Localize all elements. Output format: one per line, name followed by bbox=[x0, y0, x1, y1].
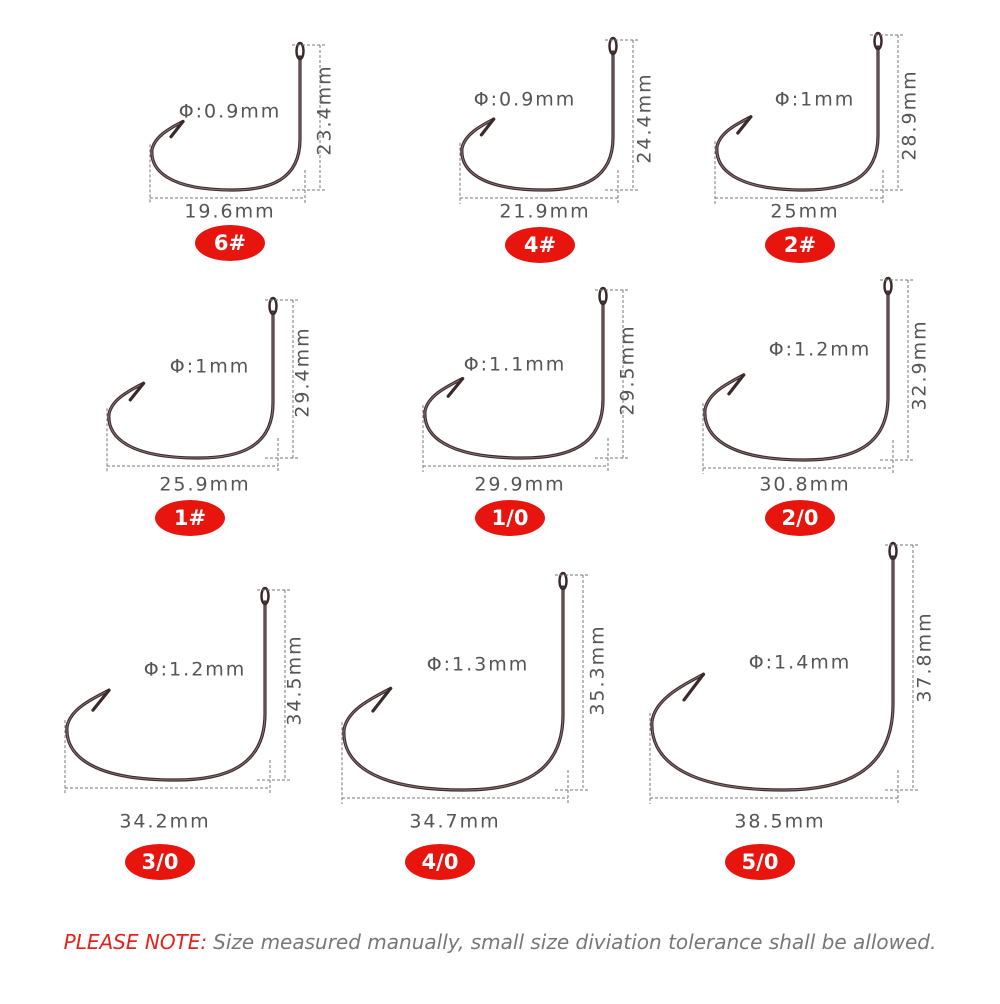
hook-diameter: Φ:1.2mm bbox=[144, 659, 247, 681]
hook-eye bbox=[260, 586, 270, 606]
size-badge bbox=[765, 500, 835, 536]
hook-height: 35.3mm bbox=[587, 624, 609, 715]
hook-diameter: Φ:1mm bbox=[170, 356, 250, 378]
hook-item: 38.5mm 37.8mm Φ:1.4mm 5/0 bbox=[649, 541, 936, 880]
hook-eye bbox=[888, 541, 898, 561]
hook-highlight bbox=[108, 312, 274, 459]
hook-diameter: Φ:1.3mm bbox=[427, 654, 530, 676]
hook-diameter: Φ:1.1mm bbox=[464, 354, 567, 376]
hook-width: 38.5mm bbox=[734, 811, 825, 833]
hook-item: 34.2mm 34.5mm Φ:1.2mm 3/0 bbox=[64, 586, 306, 880]
hook-highlight bbox=[343, 587, 564, 791]
hook-diameter: Φ:0.9mm bbox=[474, 89, 577, 111]
size-badge bbox=[505, 227, 575, 263]
hook-item: 19.6mm 23.4mm Φ:0.9mm 6# bbox=[149, 41, 336, 261]
hook-item: 25mm 28.9mm Φ:1mm 2# bbox=[714, 31, 921, 263]
hook-size: 1/0 bbox=[492, 506, 529, 530]
hook-diameter: Φ:1mm bbox=[775, 89, 855, 111]
hook-item: 34.7mm 35.3mm Φ:1.3mm 4/0 bbox=[341, 571, 609, 880]
hook-highlight bbox=[704, 292, 889, 461]
hook-diameter: Φ:0.9mm bbox=[179, 101, 282, 123]
hook-size: 2# bbox=[784, 233, 816, 257]
hook-barb bbox=[91, 688, 111, 712]
note: PLEASE NOTE: Size measured manually, smal… bbox=[64, 930, 937, 954]
hook-item: 29.9mm 29.5mm Φ:1.1mm 1/0 bbox=[422, 286, 639, 536]
note-label: PLEASE NOTE: bbox=[64, 930, 208, 954]
hook-eye bbox=[558, 571, 568, 591]
hook-eye bbox=[883, 276, 893, 296]
hook-height: 29.5mm bbox=[617, 324, 639, 415]
size-badge bbox=[155, 500, 225, 536]
hook-width: 21.9mm bbox=[499, 201, 590, 223]
hook-highlight bbox=[461, 52, 614, 191]
size-badge bbox=[725, 844, 795, 880]
hook-height: 23.4mm bbox=[314, 64, 336, 155]
hook-eye bbox=[268, 296, 278, 316]
hook-width: 25mm bbox=[770, 201, 839, 223]
hook-barb bbox=[727, 373, 746, 396]
hook-size: 6# bbox=[214, 231, 246, 255]
hook-highlight bbox=[151, 57, 301, 191]
hook-diameter: Φ:1.4mm bbox=[749, 652, 852, 674]
hook-width: 34.7mm bbox=[409, 811, 500, 833]
size-badge bbox=[195, 225, 265, 261]
hook-eye bbox=[608, 36, 618, 56]
hook-item: 21.9mm 24.4mm Φ:0.9mm 4# bbox=[459, 36, 656, 263]
hook-size: 2/0 bbox=[782, 506, 819, 530]
hook-highlight bbox=[651, 557, 894, 791]
hook-width: 34.2mm bbox=[119, 811, 210, 833]
note-text: Size measured manually, small size divia… bbox=[213, 930, 936, 954]
hook-barb bbox=[736, 115, 753, 135]
hook-height: 32.9mm bbox=[909, 319, 931, 410]
hook-width: 25.9mm bbox=[159, 474, 250, 496]
hook-barb bbox=[128, 381, 146, 402]
hook-barb bbox=[446, 377, 465, 398]
hook-size: 5/0 bbox=[742, 850, 779, 874]
hook-item: 30.8mm 32.9mm Φ:1.2mm 2/0 bbox=[702, 276, 931, 536]
size-badge bbox=[405, 844, 475, 880]
hook-height: 24.4mm bbox=[634, 72, 656, 163]
hook-size: 4/0 bbox=[422, 850, 459, 874]
hook-width: 29.9mm bbox=[474, 474, 565, 496]
hook-eye bbox=[873, 31, 883, 51]
hook-width: 30.8mm bbox=[759, 474, 850, 496]
hook-highlight bbox=[716, 47, 879, 191]
hook-eye bbox=[598, 286, 608, 306]
hook-barb bbox=[479, 117, 496, 137]
hook-height: 28.9mm bbox=[899, 69, 921, 160]
hook-barb bbox=[169, 119, 185, 139]
hook-highlight bbox=[424, 302, 604, 459]
size-badge bbox=[475, 500, 545, 536]
hook-barb bbox=[682, 672, 706, 702]
hook-height: 34.5mm bbox=[284, 634, 306, 725]
size-badge bbox=[125, 844, 195, 880]
hook-diameter: Φ:1.2mm bbox=[769, 339, 872, 361]
hook-size: 4# bbox=[524, 233, 556, 257]
hook-size: 3/0 bbox=[142, 850, 179, 874]
hook-size: 1# bbox=[174, 506, 206, 530]
hook-item: 25.9mm 29.4mm Φ:1mm 1# bbox=[106, 296, 314, 536]
hook-height: 37.8mm bbox=[914, 611, 936, 702]
hook-barb bbox=[371, 686, 393, 713]
hook-eye bbox=[295, 41, 305, 61]
size-badge bbox=[765, 227, 835, 263]
hook-height: 29.4mm bbox=[292, 326, 314, 417]
hook-width: 19.6mm bbox=[184, 201, 275, 223]
hook-highlight bbox=[66, 602, 266, 781]
